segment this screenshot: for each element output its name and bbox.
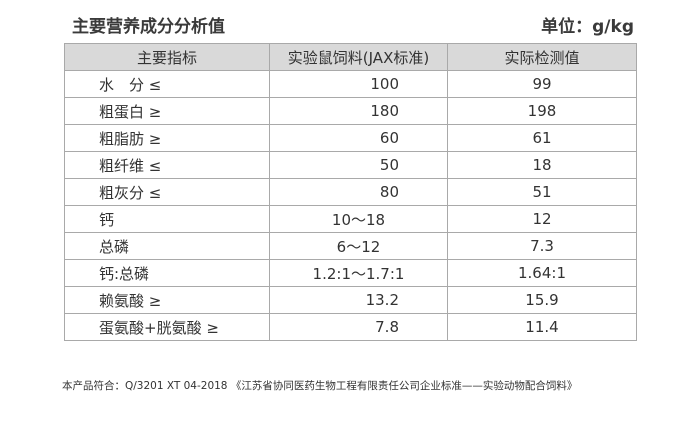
table-row: 总磷 6～12 7.3: [64, 232, 637, 260]
actual-value: 61: [447, 124, 637, 152]
row-label: 钙: [64, 205, 270, 233]
header-standard: 实验鼠饲料(JAX标准): [269, 43, 448, 71]
actual-value: 99: [447, 70, 637, 98]
table-row: 粗蛋白 ≥ 180 198: [64, 97, 637, 125]
actual-value: 51: [447, 178, 637, 206]
row-label: 赖氨酸 ≥: [64, 286, 270, 314]
actual-value: 1.64:1: [447, 259, 637, 287]
row-label: 总磷: [64, 232, 270, 260]
actual-value: 11.4: [447, 313, 637, 341]
row-label: 钙:总磷: [64, 259, 270, 287]
table-row: 粗纤维 ≤ 50 18: [64, 151, 637, 179]
standard-value: 60: [269, 124, 448, 152]
page-title: 主要营养成分分析值: [72, 17, 225, 37]
standard-value: 1.2:1～1.7:1: [269, 259, 448, 287]
standard-value: 50: [269, 151, 448, 179]
standard-value: 100: [269, 70, 448, 98]
actual-value: 12: [447, 205, 637, 233]
table-row: 赖氨酸 ≥ 13.2 15.9: [64, 286, 637, 314]
header-actual: 实际检测值: [447, 43, 637, 71]
row-label: 粗蛋白 ≥: [64, 97, 270, 125]
unit-label: 单位：g/kg: [541, 17, 634, 37]
table-row: 水 分 ≤ 100 99: [64, 70, 637, 98]
standard-value: 13.2: [269, 286, 448, 314]
standard-value: 180: [269, 97, 448, 125]
standard-value: 80: [269, 178, 448, 206]
header-indicator: 主要指标: [64, 43, 270, 71]
row-label: 粗灰分 ≤: [64, 178, 270, 206]
actual-value: 198: [447, 97, 637, 125]
standard-value: 7.8: [269, 313, 448, 341]
actual-value: 15.9: [447, 286, 637, 314]
actual-value: 18: [447, 151, 637, 179]
row-label: 蛋氨酸+胱氨酸 ≥: [64, 313, 270, 341]
table-row: 蛋氨酸+胱氨酸 ≥ 7.8 11.4: [64, 313, 637, 341]
standard-value: 6～12: [269, 232, 448, 260]
row-label: 粗纤维 ≤: [64, 151, 270, 179]
table-row: 粗灰分 ≤ 80 51: [64, 178, 637, 206]
table-row: 钙 10～18 12: [64, 205, 637, 233]
compliance-footer: 本产品符合：Q/3201 XT 04-2018 《江苏省协同医药生物工程有限责任…: [62, 380, 578, 392]
actual-value: 7.3: [447, 232, 637, 260]
standard-value: 10～18: [269, 205, 448, 233]
table-row: 钙:总磷 1.2:1～1.7:1 1.64:1: [64, 259, 637, 287]
table-row: 粗脂肪 ≥ 60 61: [64, 124, 637, 152]
row-label: 粗脂肪 ≥: [64, 124, 270, 152]
table-header-row: 主要指标 实验鼠饲料(JAX标准) 实际检测值: [64, 43, 637, 71]
row-label: 水 分 ≤: [64, 70, 270, 98]
nutrition-table: 主要指标 实验鼠饲料(JAX标准) 实际检测值 水 分 ≤ 100 99 粗蛋白…: [64, 43, 637, 341]
